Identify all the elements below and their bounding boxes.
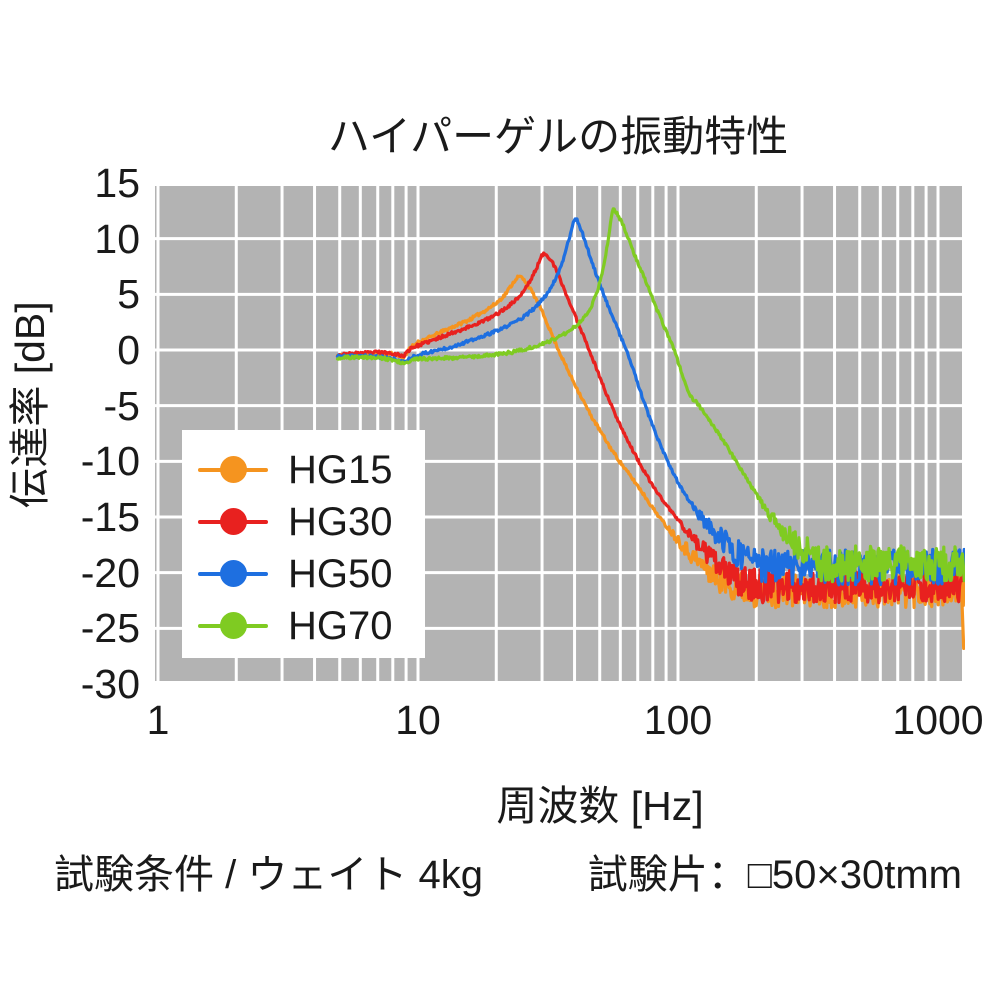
x-tick-100: 100	[643, 697, 713, 743]
x-tick-1000: 1000	[892, 697, 984, 743]
y-tick-10: 10	[94, 215, 140, 262]
y-tick--5: -5	[103, 382, 140, 429]
y-tick--30: -30	[80, 661, 140, 707]
series-hg30	[335, 251, 965, 605]
legend-item-hg15: HG15	[182, 444, 425, 496]
series-hg70	[335, 207, 965, 584]
legend: HG15 HG30 HG50 HG70	[182, 430, 425, 658]
legend-item-hg70: HG70	[182, 600, 425, 652]
legend-label: HG30	[288, 500, 393, 544]
y-tick-0: 0	[117, 327, 140, 373]
chart-title: ハイパーゲルの振動特性	[327, 113, 789, 160]
y-tick--10: -10	[80, 438, 140, 485]
legend-item-hg30: HG30	[182, 496, 425, 548]
y-tick-15: 15	[94, 160, 140, 206]
caption-conditions: 試験条件 / ウェイト 4kg	[54, 853, 483, 897]
caption-specimen: 試験片：□50×30tmm	[587, 853, 962, 897]
legend-label: HG70	[288, 604, 393, 648]
legend-dot-marker	[220, 508, 247, 535]
y-tick--15: -15	[80, 494, 140, 540]
y-tick-5: 5	[117, 271, 140, 318]
y-tick--20: -20	[80, 549, 140, 596]
legend-dot-marker	[220, 612, 247, 639]
legend-dot-marker	[220, 456, 247, 483]
legend-label: HG50	[288, 552, 393, 596]
legend-item-hg50: HG50	[182, 548, 425, 600]
test-conditions-caption: 試験条件 / ウェイト 4kg 試験片：□50×30tmm	[54, 842, 962, 900]
x-tick-1: 1	[146, 697, 170, 743]
x-axis-label: 周波数 [Hz]	[496, 783, 704, 829]
x-tick-10: 10	[395, 697, 441, 743]
legend-dot-marker	[220, 560, 247, 587]
legend-label: HG15	[288, 448, 393, 492]
y-tick--25: -25	[80, 605, 140, 652]
